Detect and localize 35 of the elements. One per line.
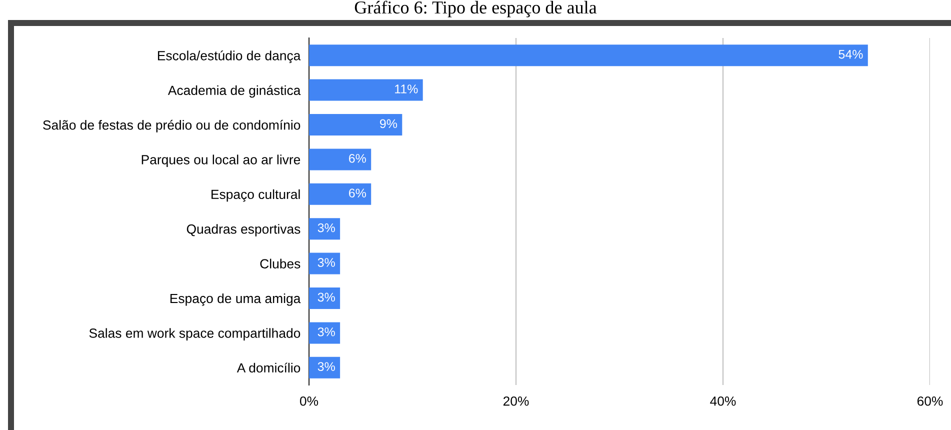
data-label: 11% bbox=[395, 84, 418, 94]
data-label: 9% bbox=[380, 119, 398, 128]
bar bbox=[309, 322, 340, 344]
y-tick-label: Espaço de uma amiga bbox=[170, 293, 301, 306]
x-tick-label: 0% bbox=[300, 396, 318, 406]
y-tick-label: Salão de festas de prédio ou de condomínio bbox=[43, 120, 300, 132]
data-label: 3% bbox=[318, 292, 335, 302]
y-tick-label: Academia de ginástica bbox=[168, 85, 301, 98]
bar bbox=[309, 218, 340, 240]
chart-title: Gráfico 6: Tipo de espaço de aula bbox=[354, 0, 597, 18]
y-tick-label: Salas em work space compartilhado bbox=[89, 328, 300, 340]
y-tick-label: Clubes bbox=[260, 258, 300, 268]
bar bbox=[309, 44, 868, 66]
x-tick-label: 60% bbox=[917, 396, 943, 406]
bar bbox=[309, 287, 340, 310]
bar bbox=[309, 148, 372, 170]
x-tick-label: 40% bbox=[710, 396, 736, 406]
data-label: 3% bbox=[318, 327, 335, 336]
data-label: 3% bbox=[318, 362, 335, 372]
y-tick-label: Espaço cultural bbox=[212, 189, 300, 202]
bar bbox=[309, 79, 423, 101]
bar bbox=[309, 183, 372, 205]
y-tick-label: Escola/estúdio de dança bbox=[158, 50, 301, 64]
y-tick-label: A domicílio bbox=[236, 362, 300, 373]
bar bbox=[309, 114, 402, 136]
data-label: 6% bbox=[349, 188, 366, 198]
y-tick-label: Quadras esportivas bbox=[186, 224, 300, 236]
x-tick-label: 20% bbox=[503, 396, 529, 406]
data-label: 3% bbox=[318, 223, 335, 232]
data-label: 3% bbox=[318, 258, 335, 267]
data-label: 6% bbox=[349, 154, 366, 163]
y-tick-label: Parques ou local ao ar livre bbox=[142, 154, 300, 167]
bar bbox=[309, 252, 340, 274]
data-label: 54% bbox=[838, 50, 863, 59]
bar bbox=[309, 356, 340, 378]
